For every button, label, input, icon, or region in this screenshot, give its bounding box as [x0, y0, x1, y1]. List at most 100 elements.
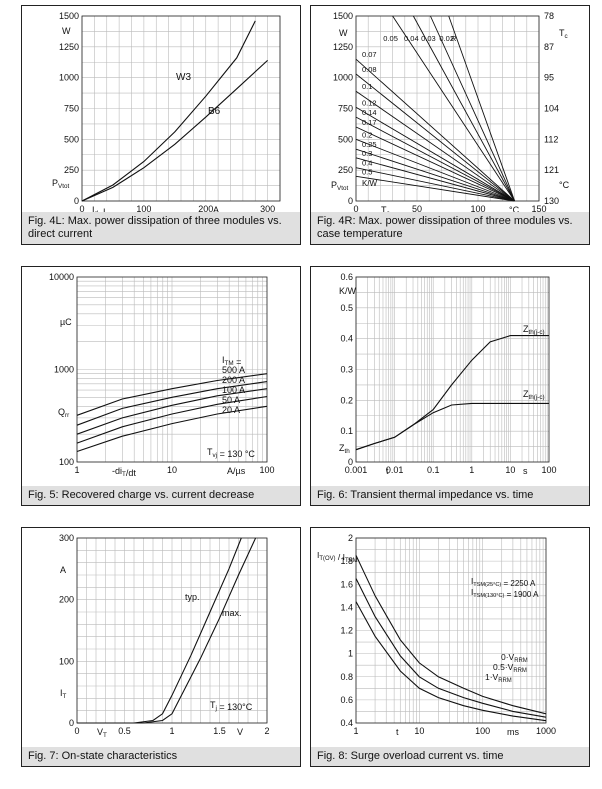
x-tick-label: 1 — [74, 465, 79, 475]
y-tick-label: 0 — [348, 457, 353, 467]
right-unit-top: Tc — [559, 28, 568, 40]
resistance-line — [355, 116, 515, 202]
series-line — [355, 402, 549, 451]
y-tick-label: 0.6 — [340, 272, 353, 282]
x-tick-label: 100 — [136, 204, 151, 214]
chart-4l: 0 100 200 300 0 250 500 750 1000 1250 1500 W3 B6 W PVt… — [52, 11, 281, 219]
chart-panel-6: 0.001 0.01 0.1 1 10 100 0 0.1 0.2 0.3 0.4 0.5 0.6 Zth… — [310, 266, 590, 506]
resistance-label: 0.12 — [362, 98, 377, 107]
y-tick-label: 10000 — [49, 272, 74, 282]
x-tick-label: 10 — [505, 465, 515, 475]
x-tick-label: 0 — [353, 204, 358, 214]
condition-label: Tj = 130°C — [210, 700, 253, 712]
x-unit-label: s — [523, 466, 528, 476]
right-tick-label: 104 — [544, 104, 559, 114]
x-tick-label: 0.5 — [118, 726, 131, 736]
series-line — [76, 381, 268, 426]
y-tick-label: 1 — [348, 649, 353, 659]
series-line-w3 — [81, 20, 256, 202]
y-tick-label: 0.6 — [340, 695, 353, 705]
resistance-line — [355, 126, 515, 202]
chart-panel-8: 1 10 100 1000 0.4 0.6 0.8 1 1.2 1.4 1.6 1.8 2 IT(OV) … — [310, 527, 590, 767]
x-tick-label: 0.01 — [386, 465, 404, 475]
chart-caption: Fig. 8: Surge overload current vs. time — [311, 747, 589, 766]
series-label: 1·VRRM — [485, 672, 512, 684]
legend-entry: 20 A — [222, 405, 240, 415]
note-label: ITSM(130°C) = 1900 A — [471, 588, 539, 599]
x-tick-label: 0.1 — [427, 465, 440, 475]
y-axis-label: Qrr — [58, 407, 69, 419]
resistance-label: 0.03 — [421, 34, 436, 43]
condition-label: Tvj = 130 °C — [207, 447, 255, 459]
y-axis-label: IT — [60, 688, 67, 700]
legend-entry: 500 A — [222, 365, 245, 375]
y-tick-label: 0.1 — [340, 426, 353, 436]
resistance-unit: K/W — [362, 179, 378, 188]
x-tick-label: 150 — [531, 204, 546, 214]
chart-panel-4r: 0 50 100 150 0 250 500 750 1000 1250 1500 0.05 0.04 0… — [310, 5, 590, 245]
resistance-label: 0.5 — [362, 167, 372, 176]
y-tick-label: 0.3 — [340, 365, 353, 375]
resistance-line — [355, 73, 515, 202]
resistance-label: 0.1 — [362, 82, 372, 91]
right-tick-label: 78 — [544, 11, 554, 21]
chart-caption: Fig. 7: On-state characteristics — [22, 747, 300, 766]
chart-caption: Fig. 6: Transient thermal impedance vs. … — [311, 486, 589, 505]
x-axis-label: VT — [97, 727, 107, 739]
y-tick-label: 1000 — [59, 73, 79, 83]
y-tick-label: 0.2 — [340, 395, 353, 405]
x-axis-label: -diT/dt — [112, 466, 136, 478]
plot-area — [355, 537, 547, 724]
x-tick-label: 300 — [260, 204, 275, 214]
resistance-line — [392, 15, 515, 202]
y-tick-label: 1.6 — [340, 579, 353, 589]
y-axis-label: IT(OV) / ITSM — [317, 550, 358, 564]
x-tick-label: 2 — [264, 726, 269, 736]
series-line — [77, 537, 257, 724]
y-axis-label: PVtot — [331, 180, 348, 192]
plot-area — [76, 537, 268, 724]
y-tick-label: 200 — [59, 595, 74, 605]
resistance-label-r: R — [451, 34, 457, 43]
resistance-label: 0.04 — [404, 34, 419, 43]
x-tick-label: 1 — [469, 465, 474, 475]
series-label: Zth(j-c) — [523, 324, 545, 336]
y-unit-label: A — [60, 565, 66, 575]
series-line — [76, 395, 268, 444]
x-tick-label: 0.001 — [345, 465, 368, 475]
resistance-line — [355, 167, 515, 202]
resistance-line — [355, 138, 515, 202]
y-tick-label: 750 — [338, 104, 353, 114]
y-tick-label: 1500 — [59, 11, 79, 21]
resistance-label: 0.08 — [362, 65, 377, 74]
chart-caption: Fig. 5: Recovered charge vs. current dec… — [22, 486, 300, 505]
chart-8: 1 10 100 1000 0.4 0.6 0.8 1 1.2 1.4 1.6 1.8 2 IT(OV) … — [317, 533, 556, 737]
y-tick-label: 100 — [59, 457, 74, 467]
plot-area — [355, 276, 550, 463]
chart-panel-4l: 0 100 200 300 0 250 500 750 1000 1250 1500 W3 B6 W PVt… — [21, 5, 301, 245]
x-tick-label: 10 — [414, 726, 424, 736]
right-unit-label: °C — [559, 180, 570, 190]
y-unit-label: W — [339, 28, 348, 38]
resistance-line — [355, 106, 515, 202]
y-tick-label: 0.5 — [340, 303, 353, 313]
x-tick-label: 1.5 — [213, 726, 226, 736]
x-tick-label: 100 — [259, 465, 274, 475]
y-tick-label: 1500 — [333, 11, 353, 21]
series-label-w3: W3 — [176, 72, 191, 83]
series-label-typ: typ. — [185, 592, 200, 602]
y-tick-label: 2 — [348, 533, 353, 543]
resistance-line — [355, 58, 515, 202]
legend-title: ITM = — [222, 355, 241, 367]
y-tick-label: 1250 — [333, 42, 353, 52]
resistance-line — [430, 15, 516, 202]
y-tick-label: 1000 — [54, 365, 74, 375]
y-tick-label: 0 — [348, 196, 353, 206]
resistance-line — [448, 15, 516, 202]
x-tick-label: 50 — [412, 204, 422, 214]
series-line — [76, 373, 268, 416]
right-tick-label: 130 — [544, 196, 559, 206]
y-tick-label: 100 — [59, 656, 74, 666]
plot-area — [355, 15, 540, 202]
